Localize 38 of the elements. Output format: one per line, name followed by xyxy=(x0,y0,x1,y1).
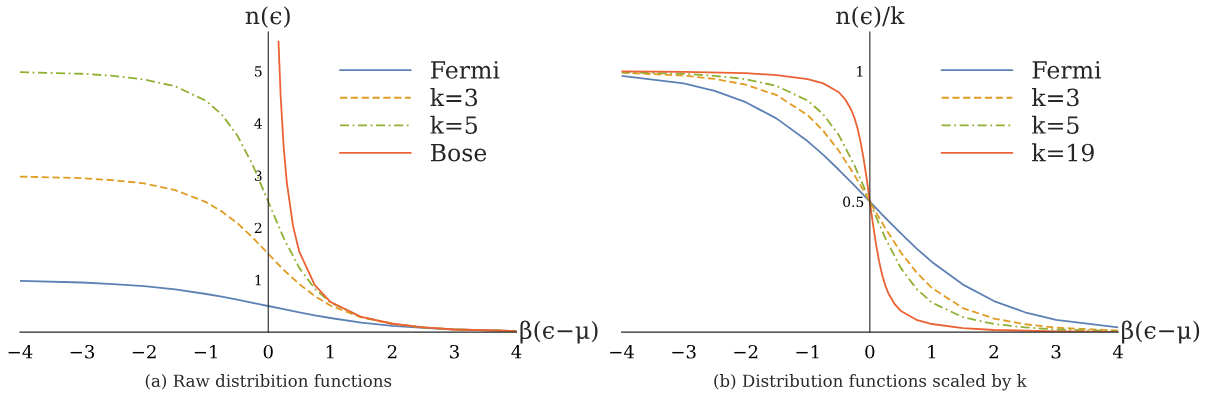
y-axis-title: n(ϵ) xyxy=(245,6,290,28)
x-tick-label: −4 xyxy=(610,344,634,359)
x-tick-label: −1 xyxy=(796,344,819,359)
x-tick-label: 4 xyxy=(1112,344,1123,359)
x-tick-label: 3 xyxy=(450,344,459,359)
x-tick-label: 0 xyxy=(865,344,875,359)
legend-label: Fermi xyxy=(1032,61,1102,79)
x-tick-label: −3 xyxy=(70,344,95,359)
x-tick-label: −4 xyxy=(8,344,33,359)
x-axis-title: β(ϵ−μ) xyxy=(1122,320,1200,344)
legend-label: k=3 xyxy=(1031,88,1079,107)
x-tick-label: 4 xyxy=(511,344,522,359)
legend-label: Fermi xyxy=(431,61,500,79)
y-tick-label: 1 xyxy=(255,274,261,286)
x-tick-label: −1 xyxy=(194,344,217,359)
x-tick-label: 1 xyxy=(326,344,334,359)
legend-label: k=5 xyxy=(430,115,477,134)
legend-label: k=5 xyxy=(1031,115,1079,134)
text: (b) Distribution functions scaled by k xyxy=(714,374,1027,391)
y-tick-label: 4 xyxy=(254,118,262,129)
y-tick-label: 0.5 xyxy=(843,196,864,208)
x-tick-label: −3 xyxy=(672,344,696,359)
x-tick-label: −2 xyxy=(734,344,758,359)
text: (a) Raw distribition functions xyxy=(145,374,392,390)
legend-label: Bose xyxy=(431,143,487,162)
x-tick-label: 2 xyxy=(387,344,397,359)
y-axis-title: n(ϵ)/k xyxy=(836,6,905,28)
x-tick-label: 2 xyxy=(989,344,998,359)
x-tick-label: −2 xyxy=(132,344,156,359)
x-axis-title: β(ϵ−μ) xyxy=(520,320,598,344)
line-series xyxy=(277,40,517,332)
y-tick-label: 5 xyxy=(255,66,262,77)
y-tick-label: 2 xyxy=(254,222,262,233)
x-tick-label: 0 xyxy=(263,344,273,359)
x-tick-label: 1 xyxy=(928,344,936,359)
legend-label: k=19 xyxy=(1031,143,1094,162)
x-tick-label: 3 xyxy=(1051,344,1061,359)
legend-label: k=3 xyxy=(430,88,478,107)
